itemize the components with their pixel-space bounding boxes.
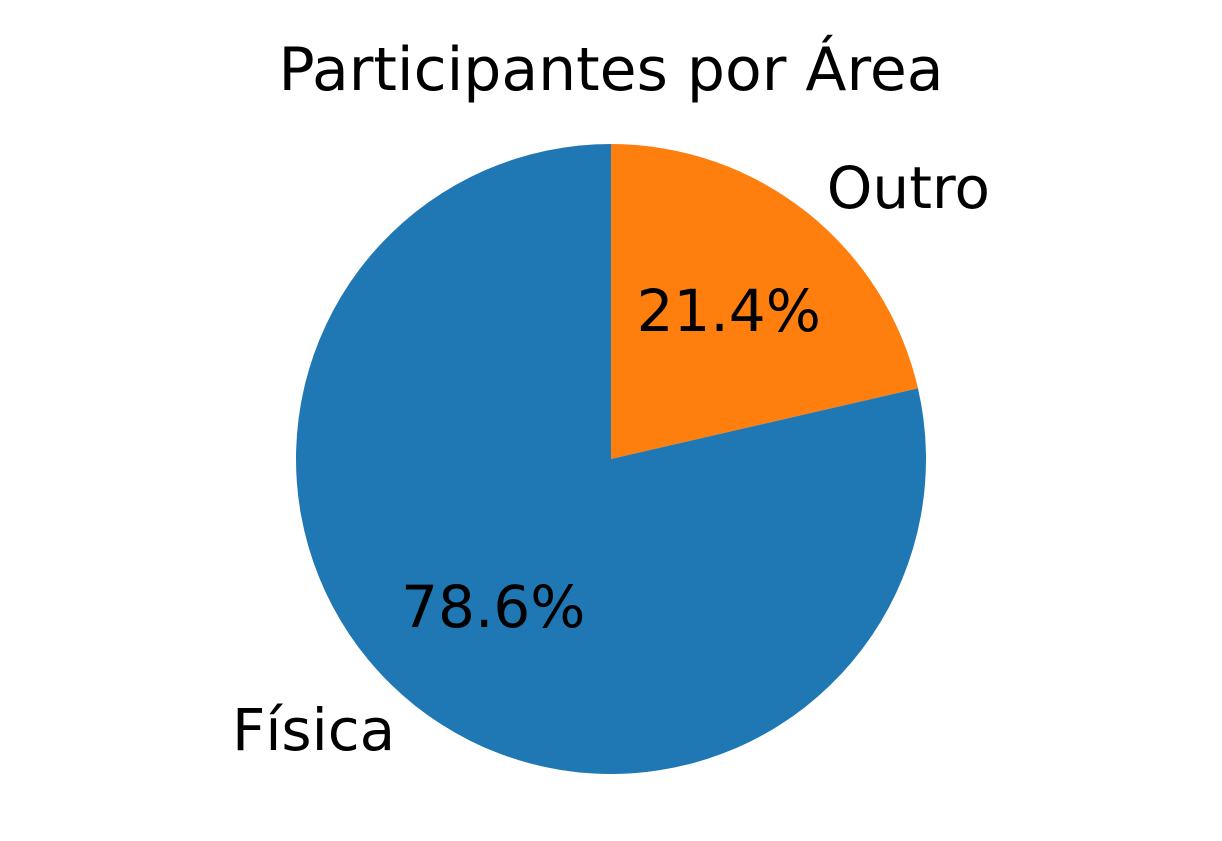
pie-slice-category-label: Física <box>232 696 395 764</box>
pie-labels: 21.4%Outro 78.6%Física <box>232 154 990 764</box>
pie-slice-pct-label: 21.4% <box>637 277 821 345</box>
pie-slices <box>295 144 926 774</box>
pie-slice-0 <box>611 144 918 459</box>
chart-title: Participantes por Área <box>278 34 943 105</box>
pie-slice-1 <box>295 144 926 774</box>
pie-slice-pct-label: 78.6% <box>401 573 585 641</box>
pie-slice-category-label: Outro <box>827 154 990 222</box>
